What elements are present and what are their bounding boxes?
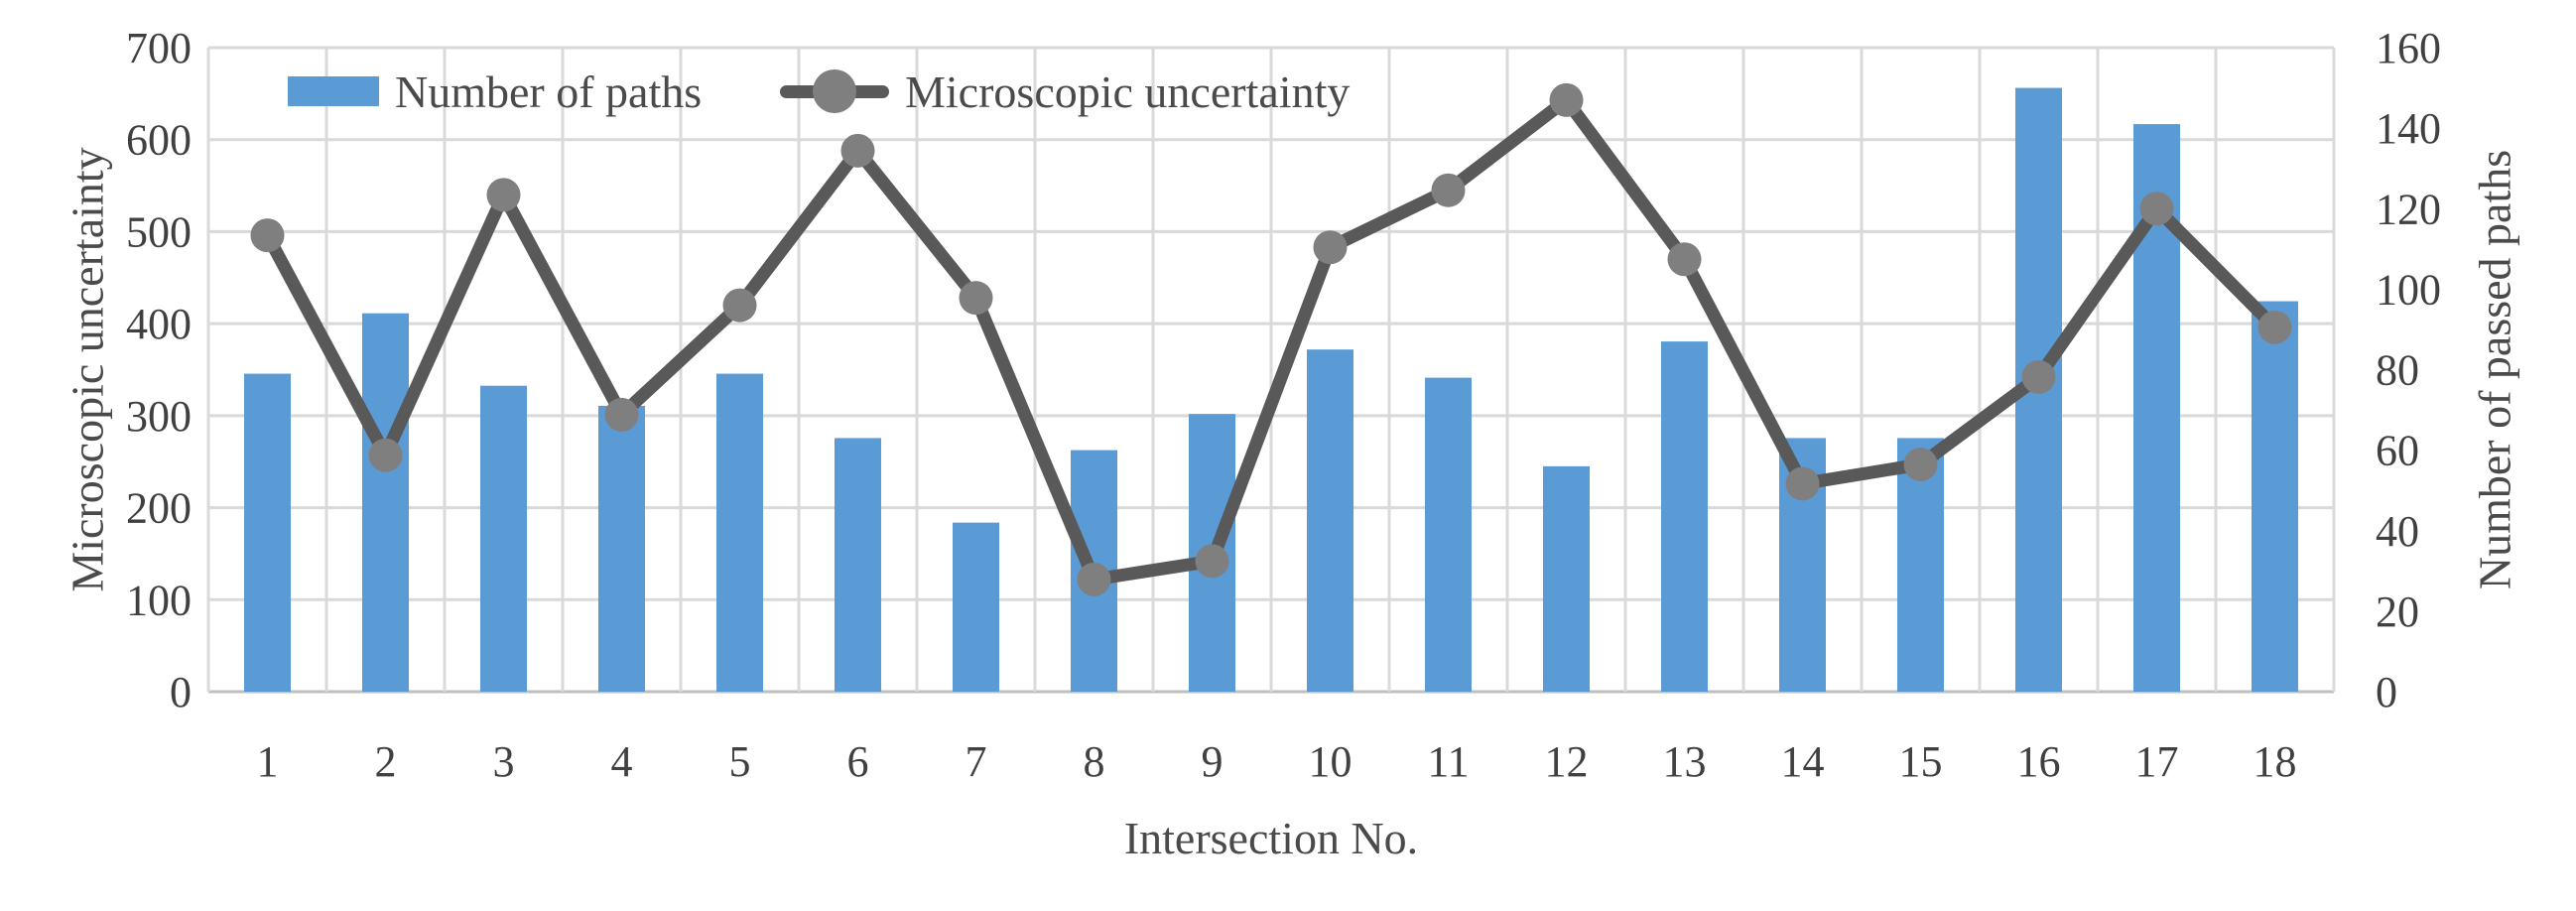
x-tick-label: 16 [2017,737,2061,786]
line-marker [1195,544,1229,579]
line-marker [2021,359,2056,394]
legend-label-line: Microscopic uncertainty [905,65,1351,117]
x-tick-label: 4 [611,737,633,786]
right-tick-label: 100 [2376,265,2441,314]
line-marker [1313,230,1348,265]
line-marker [2139,192,2174,226]
line-path [261,93,2281,586]
right-tick-label: 0 [2376,668,2397,716]
left-tick-label: 500 [126,207,192,256]
legend-item-microscopic-uncertainty: Microscopic uncertainty [780,64,1350,119]
x-axis-title: Intersection No. [1123,813,1419,863]
bar [1661,341,1708,692]
bar [1425,377,1472,692]
left-tick-label: 300 [126,392,192,441]
line-series-swatch [780,68,889,114]
legend-label-bar: Number of paths [395,65,703,117]
bar [480,385,527,692]
left-tick-label: 700 [126,24,192,72]
right-tick-label: 140 [2376,104,2441,153]
legend-item-number-of-paths: Number of paths [288,64,702,119]
bar [362,313,409,692]
bar-series-swatch [288,76,379,106]
line-marker [1785,466,1820,501]
left-tick-label: 600 [126,116,192,165]
line-marker [2257,310,2292,344]
x-tick-label: 18 [2254,737,2297,786]
x-tick-label: 15 [1899,737,1943,786]
left-tick-label: 200 [126,484,192,533]
x-tick-label: 14 [1781,737,1825,786]
line-marker [1903,447,1938,481]
left-tick-label: 100 [126,576,192,624]
bar [835,438,881,692]
left-tick-label: 400 [126,300,192,348]
x-tick-label: 5 [729,737,751,786]
x-tick-label: 9 [1202,737,1224,786]
bar [2252,301,2298,692]
line-marker [1431,173,1466,207]
bar [953,522,999,692]
x-tick-label: 2 [375,737,397,786]
bar [244,373,291,692]
right-tick-label: 120 [2376,185,2441,233]
line-marker [722,288,757,323]
line-marker [1077,562,1111,596]
x-tick-label: 10 [1309,737,1352,786]
x-tick-label: 13 [1663,737,1707,786]
right-tick-label: 20 [2376,587,2419,636]
x-tick-label: 6 [847,737,869,786]
x-tick-label: 17 [2135,737,2179,786]
bar [598,406,645,692]
line-marker [604,397,639,432]
x-tick-label: 3 [493,737,515,786]
x-tick-label: 12 [1545,737,1589,786]
line-marker [959,281,993,316]
right-tick-label: 80 [2376,346,2419,395]
bar [1307,349,1353,692]
x-tick-label: 1 [257,737,279,786]
right-tick-label: 160 [2376,24,2441,72]
line-marker [250,218,285,253]
right-axis-title: Number of passed paths [2469,149,2520,590]
line-swatch-marker-icon [813,69,856,113]
line-marker [1667,242,1702,277]
left-tick-label: 0 [170,668,192,716]
left-axis-title: Microscopic uncertainty [62,147,113,592]
right-tick-label: 60 [2376,427,2419,475]
line-marker [1549,82,1584,117]
bar [716,373,763,692]
x-tick-label: 7 [966,737,987,786]
x-tick-label: 8 [1084,737,1105,786]
line-marker [840,133,875,168]
bar [1543,465,1590,692]
right-tick-label: 40 [2376,507,2419,556]
line-marker [368,438,403,472]
line-marker [486,178,521,212]
x-tick-label: 11 [1427,737,1469,786]
